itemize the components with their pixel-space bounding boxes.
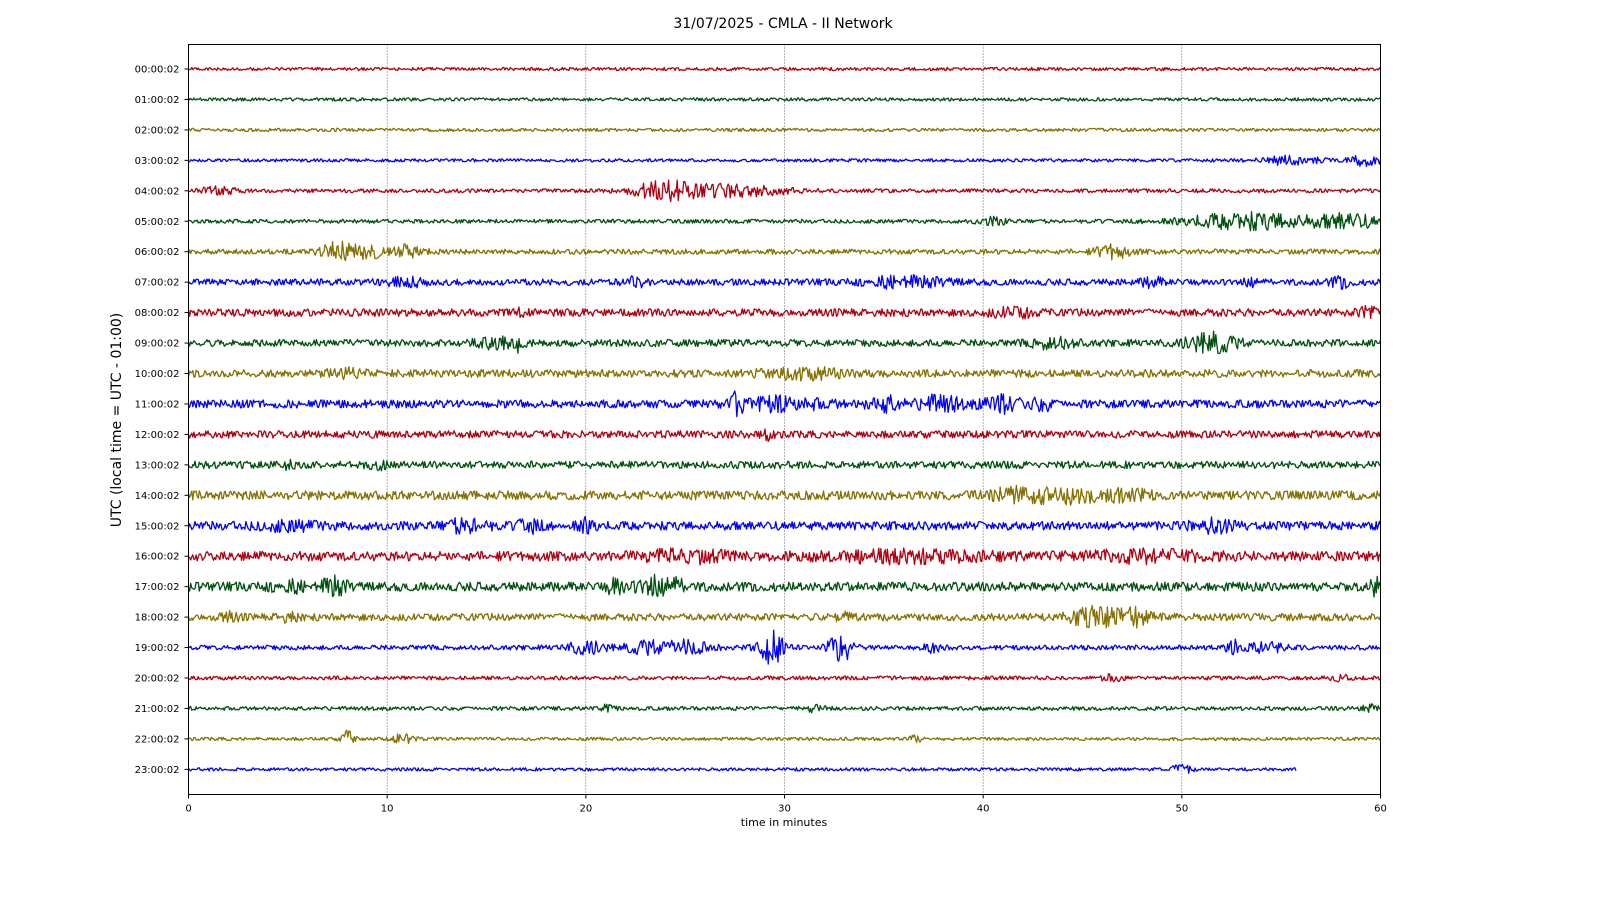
grid-lines bbox=[386, 44, 1183, 795]
trace-08-00-02 bbox=[187, 304, 1382, 320]
trace-22-00-02 bbox=[188, 729, 1381, 745]
y-tick-label: 00:00:02 bbox=[135, 65, 180, 76]
trace-15-00-02 bbox=[187, 515, 1382, 536]
y-axis-ticks: 00:00:02 01:00:02 02:00:02 03:00:02 04:00:02… bbox=[135, 65, 189, 776]
y-tick-label: 12:00:02 bbox=[135, 430, 180, 441]
trace-01-00-02 bbox=[187, 97, 1381, 102]
trace-05-00-02 bbox=[188, 211, 1382, 232]
y-tick-label: 04:00:02 bbox=[135, 186, 180, 197]
y-tick-label: 06:00:02 bbox=[135, 247, 180, 258]
y-tick-label: 21:00:02 bbox=[135, 704, 180, 715]
y-tick-label: 16:00:02 bbox=[135, 552, 180, 563]
trace-06-00-02 bbox=[187, 240, 1382, 262]
x-tick-label: 10 bbox=[381, 804, 394, 815]
y-axis-label: UTC (local time = UTC - 01:00) bbox=[109, 313, 125, 528]
trace-10-00-02 bbox=[187, 366, 1382, 382]
y-tick-label: 02:00:02 bbox=[135, 125, 180, 136]
trace-00-00-02 bbox=[188, 66, 1382, 72]
trace-12-00-02 bbox=[187, 428, 1382, 443]
y-tick-label: 07:00:02 bbox=[135, 278, 180, 289]
x-axis-ticks: 0 10 20 30 40 50 60 bbox=[185, 794, 1387, 815]
trace-02-00-02 bbox=[188, 127, 1381, 133]
chart-title: 31/07/2025 - CMLA - II Network bbox=[673, 16, 893, 32]
x-tick-label: 50 bbox=[1175, 804, 1188, 815]
traces bbox=[187, 66, 1382, 774]
y-tick-label: 20:00:02 bbox=[135, 674, 180, 685]
y-tick-label: 19:00:02 bbox=[135, 643, 180, 654]
y-tick-label: 14:00:02 bbox=[135, 491, 180, 502]
x-tick-label: 20 bbox=[579, 804, 592, 815]
y-tick-label: 01:00:02 bbox=[135, 95, 180, 106]
x-tick-label: 60 bbox=[1374, 804, 1387, 815]
trace-11-00-02 bbox=[187, 390, 1382, 418]
y-tick-label: 10:00:02 bbox=[135, 369, 180, 380]
y-tick-label: 18:00:02 bbox=[135, 613, 180, 624]
x-tick-label: 40 bbox=[977, 804, 990, 815]
x-tick-label: 0 bbox=[185, 804, 191, 815]
y-tick-label: 08:00:02 bbox=[135, 308, 180, 319]
y-tick-label: 17:00:02 bbox=[135, 582, 180, 593]
trace-13-00-02 bbox=[187, 458, 1381, 472]
trace-23-00-02 bbox=[187, 763, 1297, 774]
x-axis-label: time in minutes bbox=[741, 816, 828, 829]
trace-09-00-02 bbox=[187, 330, 1382, 355]
y-tick-label: 15:00:02 bbox=[135, 521, 180, 532]
y-tick-label: 22:00:02 bbox=[135, 734, 180, 745]
trace-16-00-02 bbox=[188, 547, 1381, 566]
trace-03-00-02 bbox=[188, 154, 1382, 168]
trace-18-00-02 bbox=[187, 604, 1382, 629]
y-tick-label: 11:00:02 bbox=[135, 399, 180, 410]
y-tick-label: 09:00:02 bbox=[135, 339, 180, 350]
trace-21-00-02 bbox=[187, 703, 1381, 714]
y-tick-label: 13:00:02 bbox=[135, 460, 180, 471]
y-tick-label: 23:00:02 bbox=[135, 765, 180, 776]
y-tick-label: 03:00:02 bbox=[135, 156, 180, 167]
trace-07-00-02 bbox=[187, 274, 1382, 290]
x-tick-label: 30 bbox=[778, 804, 791, 815]
y-tick-label: 05:00:02 bbox=[135, 217, 180, 228]
trace-14-00-02 bbox=[187, 484, 1382, 506]
trace-17-00-02 bbox=[187, 573, 1382, 598]
trace-20-00-02 bbox=[188, 673, 1381, 683]
trace-04-00-02 bbox=[188, 179, 1382, 203]
trace-19-00-02 bbox=[188, 629, 1381, 665]
